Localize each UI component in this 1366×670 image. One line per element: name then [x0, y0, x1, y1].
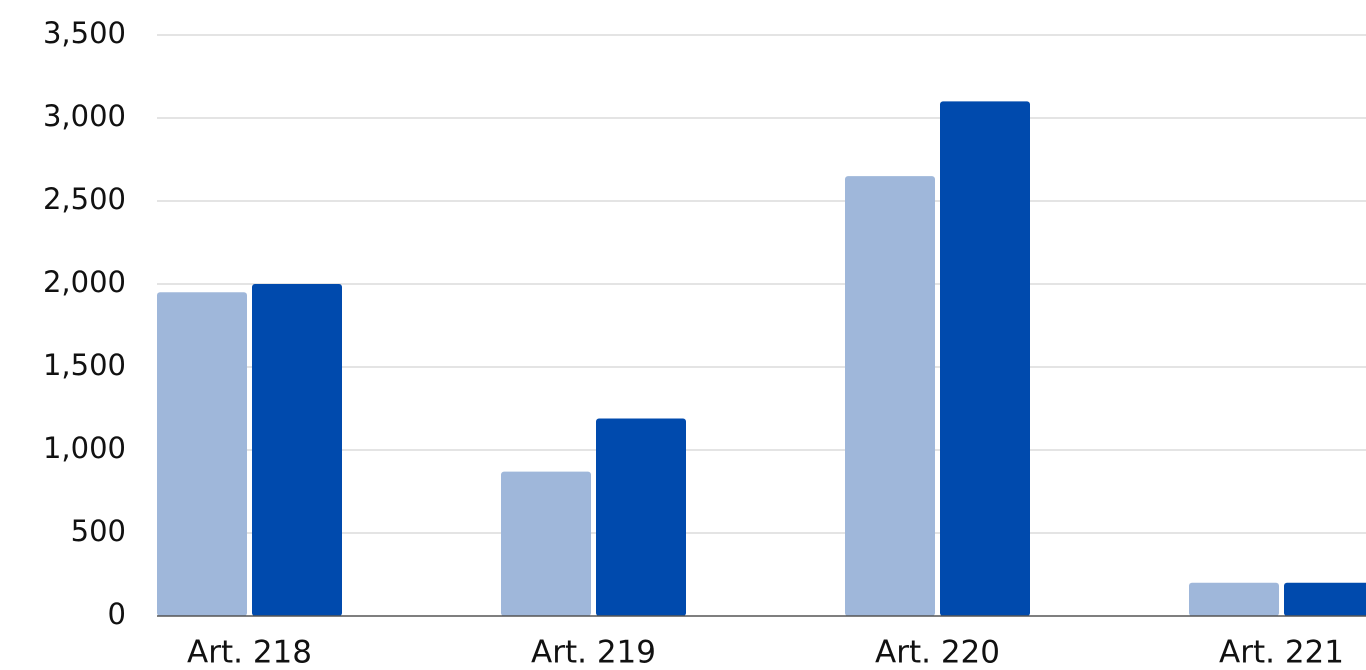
x-tick-label: Art. 220	[875, 635, 1000, 670]
x-tick-label: Art. 218	[187, 635, 312, 670]
bar	[596, 418, 686, 616]
bar	[845, 176, 935, 616]
y-tick-label: 1,000	[43, 431, 126, 465]
y-tick-label: 2,500	[43, 182, 126, 216]
bar	[157, 292, 247, 616]
bar	[1189, 582, 1279, 616]
y-tick-label: 0	[108, 597, 126, 631]
x-tick-label: Art. 219	[531, 635, 656, 670]
bar	[940, 101, 1030, 616]
y-tick-label: 3,500	[43, 16, 126, 50]
bar	[1284, 582, 1366, 616]
y-tick-label: 1,500	[43, 348, 126, 382]
x-tick-label: Art. 221	[1219, 635, 1344, 670]
y-tick-label: 2,000	[43, 265, 126, 299]
y-tick-label: 3,000	[43, 99, 126, 133]
bar	[252, 284, 342, 616]
y-tick-label: 500	[71, 514, 126, 548]
bar	[501, 471, 591, 616]
